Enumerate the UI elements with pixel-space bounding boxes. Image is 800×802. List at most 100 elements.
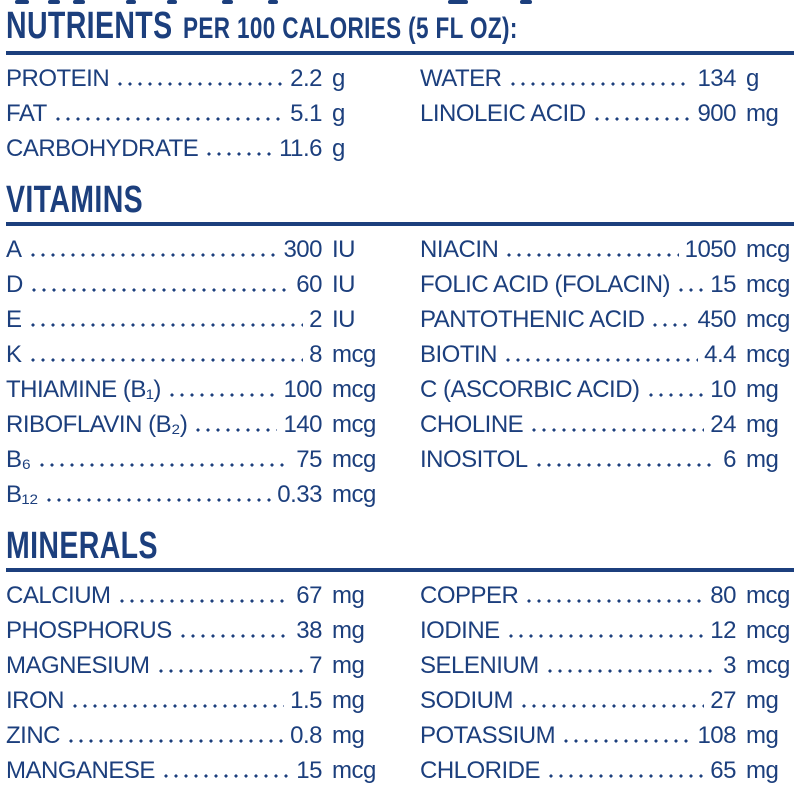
nutrient-row: CARBOHYDRATE 11.6 g: [6, 131, 380, 166]
nutrient-name: BIOTIN: [420, 341, 498, 368]
dotted-leader: [544, 669, 718, 673]
nutrient-name: MANGANESE: [6, 757, 155, 784]
nutrient-value: 65: [710, 757, 736, 784]
nutrient-value: 15: [710, 271, 736, 298]
nutrient-value: 24: [710, 411, 736, 438]
nutrient-name: COPPER: [420, 582, 519, 609]
nutrient-row: ZINC 0.8 mg: [6, 718, 380, 753]
section-vitamins: VITAMINS A 300 IU D 60 IU E 2 IU K 8 mcg…: [6, 180, 794, 526]
dotted-leader: [160, 774, 291, 778]
nutrient-row: BIOTIN 4.4 mcg: [420, 337, 794, 372]
nutrient-name: B₁₂: [6, 481, 38, 508]
nutrient-row: D 60 IU: [6, 267, 380, 302]
nutrient-column-left: A 300 IU D 60 IU E 2 IU K 8 mcg THIAMINE…: [6, 232, 380, 512]
nutrient-unit: mcg: [332, 376, 376, 403]
nutrient-row: COPPER 80 mcg: [420, 578, 794, 613]
nutrient-unit: mcg: [332, 446, 376, 473]
nutrient-value: 134: [697, 65, 736, 92]
minerals-columns: CALCIUM 67 mg PHOSPHORUS 38 mg MAGNESIUM…: [6, 572, 794, 802]
nutrient-unit: mg: [746, 722, 779, 749]
dotted-leader: [43, 498, 272, 502]
dotted-leader: [529, 428, 705, 432]
nutrient-unit: IU: [332, 236, 356, 263]
nutrient-value: 11.6: [279, 135, 322, 162]
nutrient-name: CHLORIDE: [420, 757, 541, 784]
section-title: MINERALS: [6, 525, 158, 567]
nutrient-row: WATER 134 g: [420, 61, 794, 96]
nutrient-value: 0.33: [277, 481, 322, 508]
nutrient-unit: mcg: [746, 236, 790, 263]
nutrient-value: 108: [697, 722, 736, 749]
dotted-leader: [561, 739, 692, 743]
nutrient-row: K 8 mcg: [6, 337, 380, 372]
nutrient-unit: mcg: [332, 411, 376, 438]
dotted-leader: [546, 774, 705, 778]
nutrient-name: CALCIUM: [6, 582, 111, 609]
dotted-leader: [591, 117, 692, 121]
nutrient-unit: mcg: [332, 481, 376, 508]
section-subtitle: PER 100 CALORIES (5 FL OZ):: [182, 12, 518, 45]
nutrient-name: ZINC: [6, 722, 61, 749]
nutrient-name: B₆: [6, 446, 31, 473]
nutrient-row: FOLIC ACID (FOLACIN) 15 mcg: [420, 267, 794, 302]
cropped-glyph-mark: [520, 0, 532, 4]
nutrient-row: PROTEIN 2.2 g: [6, 61, 380, 96]
nutrient-row: LINOLEIC ACID 900 mg: [420, 96, 794, 131]
section-divider: [6, 568, 794, 572]
nutrient-unit: mg: [332, 687, 365, 714]
nutrient-value: 450: [697, 306, 736, 333]
cropped-glyph-mark: [268, 0, 278, 4]
nutrient-unit: mcg: [746, 341, 790, 368]
nutrient-value: 38: [296, 617, 322, 644]
nutrient-value: 27: [710, 687, 736, 714]
nutrient-column-right: WATER 134 g LINOLEIC ACID 900 mg: [420, 61, 794, 166]
section-nutrients: NUTRIENTS PER 100 CALORIES (5 FL OZ): PR…: [6, 6, 794, 180]
section-title: VITAMINS: [6, 179, 144, 221]
cropped-glyph-mark: [48, 0, 60, 4]
nutrient-unit: mg: [746, 446, 779, 473]
nutrient-row: CALCIUM 67 mg: [6, 578, 380, 613]
nutrient-unit: IU: [332, 271, 356, 298]
nutrient-row: A 300 IU: [6, 232, 380, 267]
nutrient-row: B₁₂ 0.33 mcg: [6, 477, 380, 512]
nutrient-unit: mg: [746, 100, 779, 127]
section-header: VITAMINS: [6, 180, 597, 220]
nutrient-row: IRON 1.5 mg: [6, 683, 380, 718]
dotted-leader: [36, 463, 291, 467]
nutrient-unit: mcg: [746, 617, 790, 644]
nutrient-row: MAGNESIUM 7 mg: [6, 648, 380, 683]
nutrient-name: CARBOHYDRATE: [6, 135, 199, 162]
nutrient-value: 1050: [684, 236, 737, 263]
dotted-leader: [116, 599, 291, 603]
nutrient-value: 900: [697, 100, 736, 127]
dotted-leader: [27, 253, 278, 257]
nutrient-unit: g: [332, 65, 345, 92]
nutrient-value: 2: [309, 306, 322, 333]
nutrient-value: 7: [309, 652, 322, 679]
nutrient-name: LINOLEIC ACID: [420, 100, 586, 127]
nutrient-name: SELENIUM: [420, 652, 539, 679]
nutrient-unit: mcg: [746, 652, 790, 679]
nutrient-value: 80: [710, 582, 736, 609]
section-header: MINERALS: [6, 526, 597, 566]
section-title: NUTRIENTS: [6, 5, 173, 47]
dotted-leader: [507, 82, 692, 86]
nutrient-value: 6: [723, 446, 736, 473]
dotted-leader: [645, 393, 705, 397]
nutrient-unit: mg: [332, 722, 365, 749]
dotted-leader: [70, 704, 285, 708]
dotted-leader: [519, 704, 705, 708]
nutrient-name: INOSITOL: [420, 446, 528, 473]
nutrient-row: FAT 5.1 g: [6, 96, 380, 131]
nutrient-unit: mg: [332, 652, 365, 679]
section-header: NUTRIENTS PER 100 CALORIES (5 FL OZ):: [6, 6, 597, 49]
dotted-leader: [204, 152, 274, 156]
nutrient-column-left: CALCIUM 67 mg PHOSPHORUS 38 mg MAGNESIUM…: [6, 578, 380, 788]
nutrient-row: C (ASCORBIC ACID) 10 mg: [420, 372, 794, 407]
dotted-leader: [66, 739, 285, 743]
nutrient-unit: mcg: [746, 306, 790, 333]
dotted-leader: [177, 634, 291, 638]
nutrient-value: 4.4: [704, 341, 736, 368]
nutrient-name: RIBOFLAVIN (B₂): [6, 411, 188, 438]
nutrient-unit: mg: [746, 411, 779, 438]
